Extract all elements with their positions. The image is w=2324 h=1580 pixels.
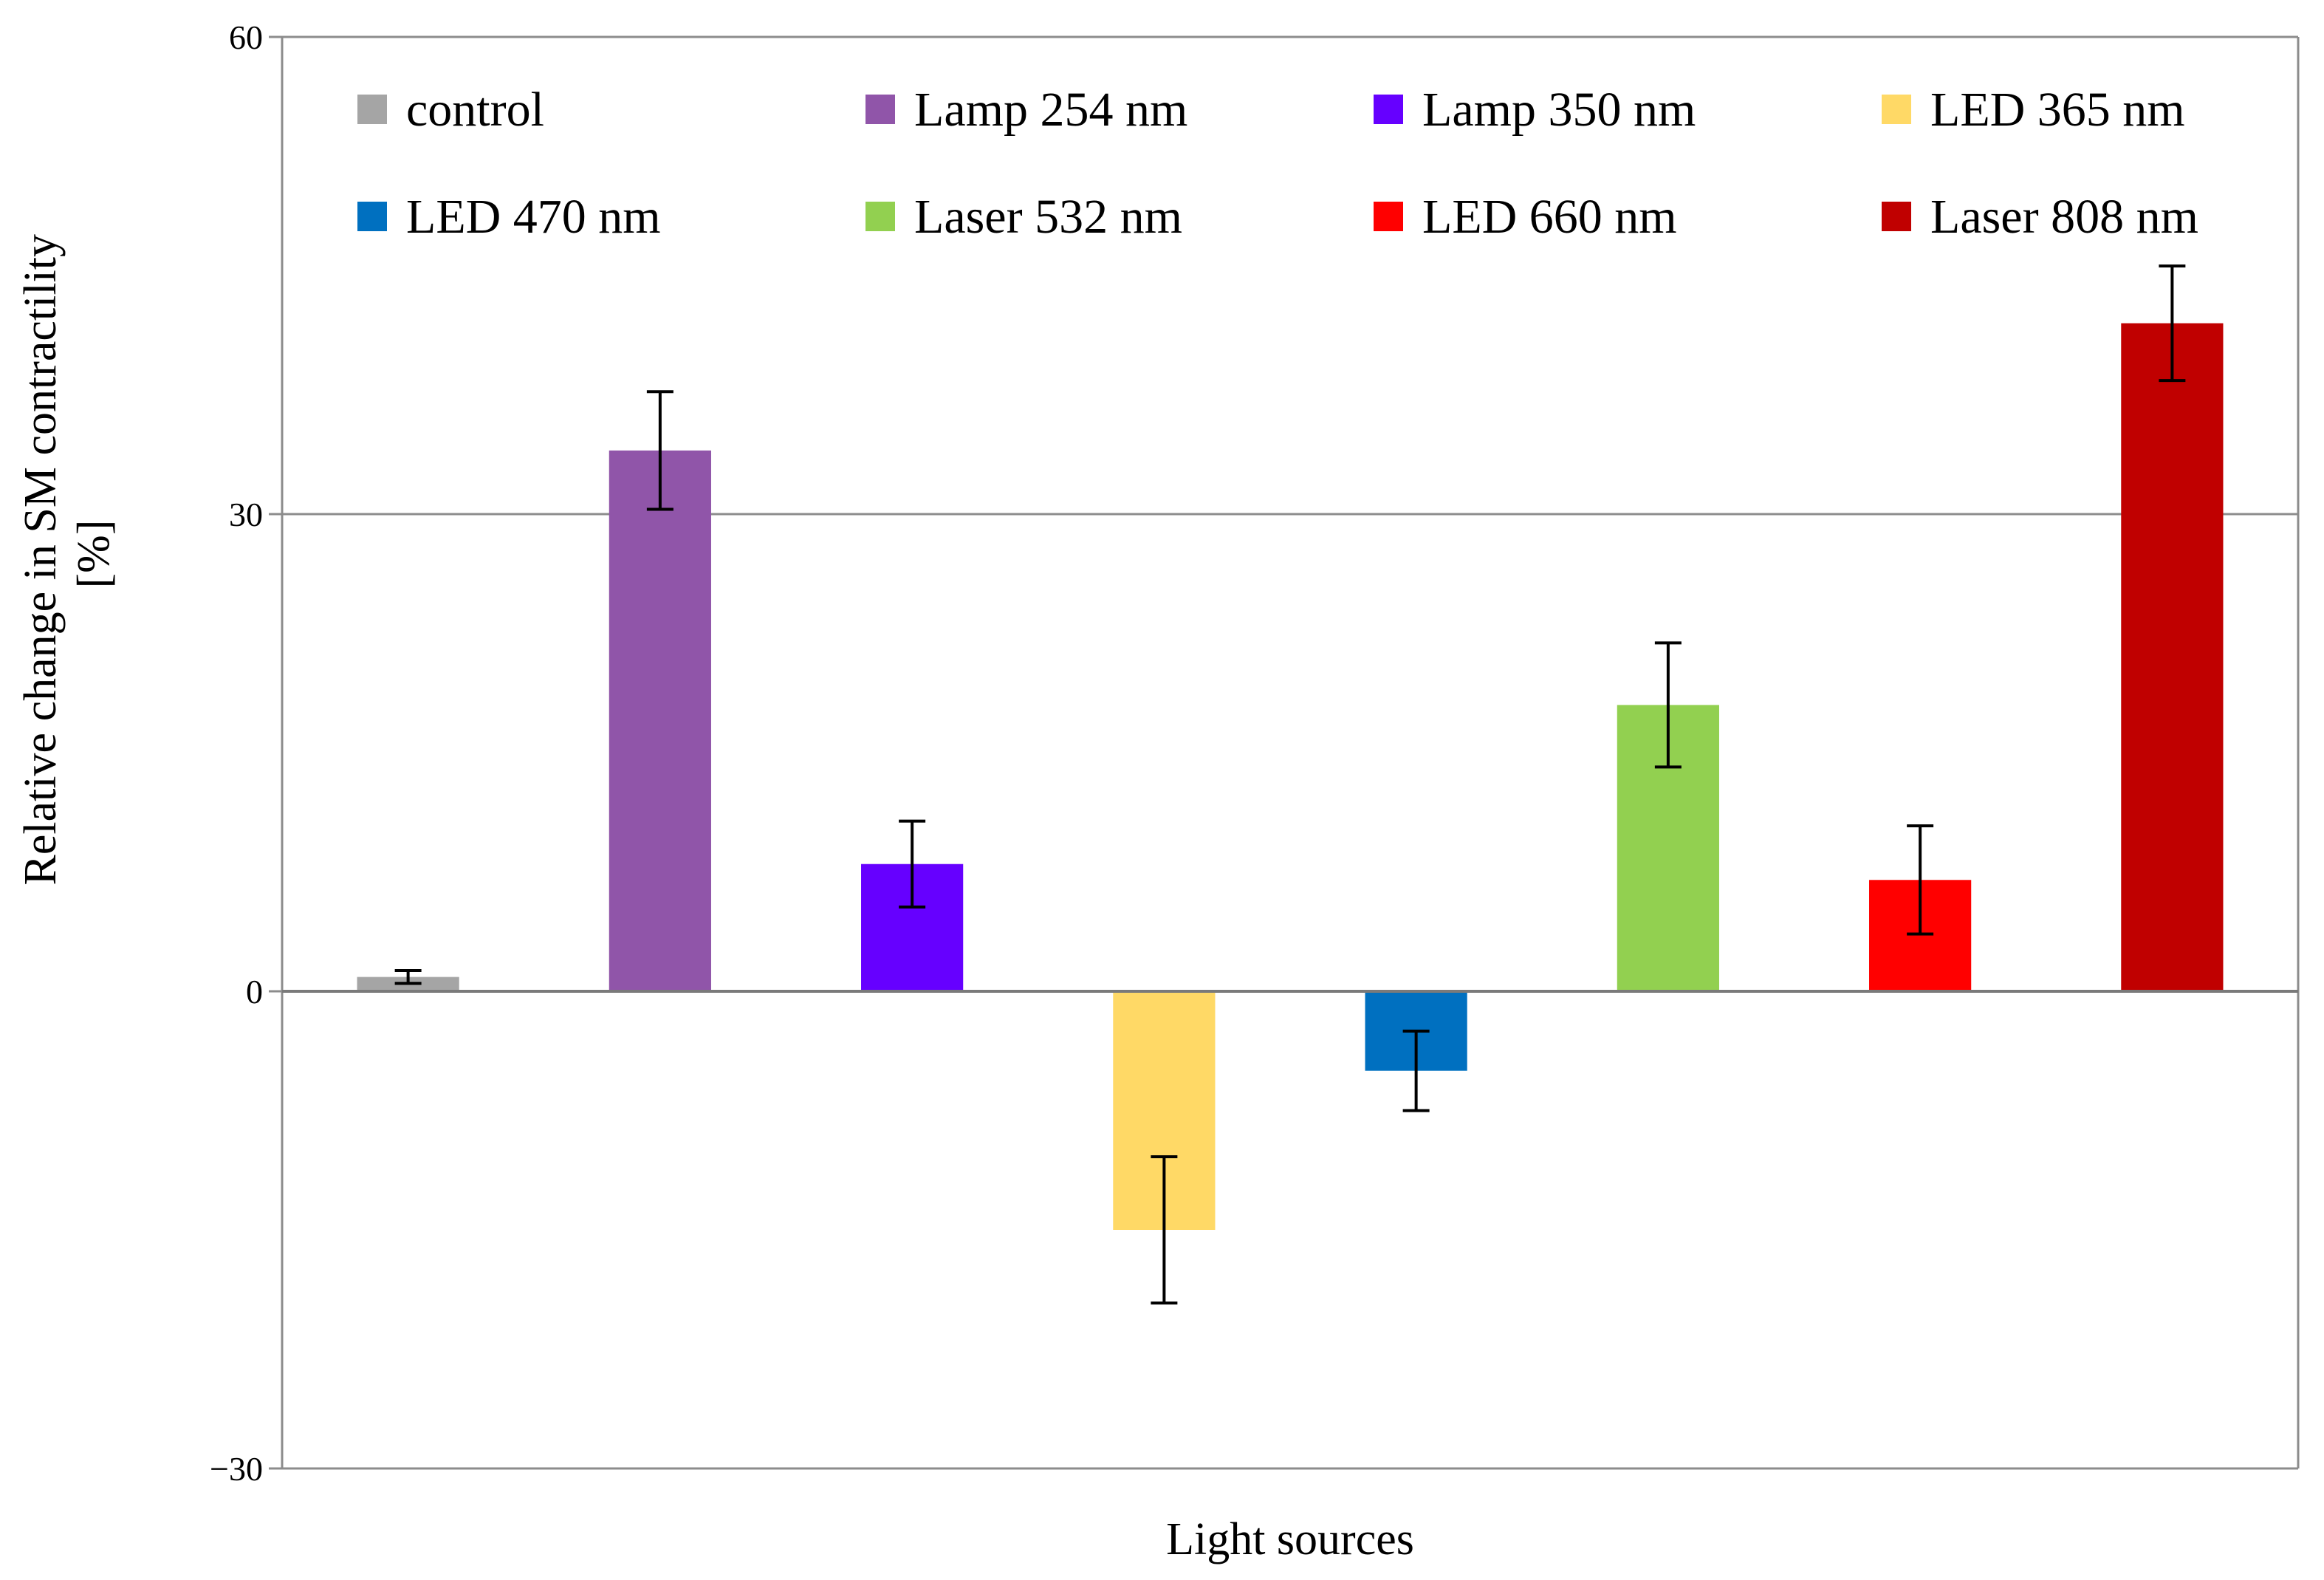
legend-label: Lamp 254 nm: [914, 83, 1187, 137]
error-bar-led-470-nm: [1402, 1029, 1430, 1112]
legend-item-lamp-350-nm: Lamp 350 nm: [1374, 83, 1696, 137]
y-tick-labels: 60 30 0 −30: [210, 18, 263, 1488]
y-axis-title: Relative change in SM contractility [%]: [16, 222, 119, 885]
legend-item-laser-808-nm: Laser 808 nm: [1882, 190, 2198, 244]
legend-label: LED 660 nm: [1422, 190, 1677, 244]
legend-item-laser-532-nm: Laser 532 nm: [865, 190, 1182, 244]
legend-swatch: [1882, 202, 1911, 231]
bar-lamp-254-nm: [609, 450, 711, 991]
legend-item-control: control: [357, 83, 544, 137]
legend-item-lamp-254-nm: Lamp 254 nm: [865, 83, 1187, 137]
grid-layer: [269, 35, 2298, 1470]
y-tick-label-0: 60: [229, 18, 263, 56]
bar-laser-808-nm: [2121, 323, 2224, 992]
legend-label: LED 365 nm: [1930, 83, 2185, 137]
error-bars-layer: [394, 264, 2186, 1305]
error-bar-lamp-350-nm: [899, 819, 926, 909]
error-bar-laser-808-nm: [2159, 264, 2186, 383]
x-axis-title: Light sources: [1166, 1514, 1414, 1564]
y-tick-label-2: 0: [246, 973, 263, 1010]
legend-swatch: [1374, 95, 1403, 124]
legend-swatch: [1882, 95, 1911, 124]
y-axis-title-line-2: [%]: [69, 520, 119, 589]
legend-swatch: [1374, 202, 1403, 231]
y-tick-label-1: 30: [229, 496, 263, 533]
legend-swatch: [865, 202, 895, 231]
error-bar-led-660-nm: [1907, 824, 1934, 936]
legend-label: Laser 532 nm: [914, 190, 1182, 244]
legend-item-led-660-nm: LED 660 nm: [1374, 190, 1677, 244]
error-bar-laser-532-nm: [1654, 641, 1682, 769]
bars-layer: [357, 323, 2224, 1230]
plot-frame: [281, 37, 2300, 1470]
legend-swatch: [357, 95, 387, 124]
y-tick-label-3: −30: [210, 1450, 263, 1488]
legend-swatch: [865, 95, 895, 124]
error-bar-lamp-254-nm: [646, 390, 673, 511]
error-bar-led-365-nm: [1151, 1155, 1178, 1305]
legend-label: Lamp 350 nm: [1422, 83, 1696, 137]
legend-item-led-365-nm: LED 365 nm: [1882, 83, 2185, 137]
legend-label: control: [406, 83, 544, 137]
legend: control Lamp 254 nm Lamp 350 nm LED 365 nm L…: [357, 83, 2198, 244]
error-bar-control: [394, 969, 422, 985]
legend-label: LED 470 nm: [406, 190, 661, 244]
legend-label: Laser 808 nm: [1930, 190, 2198, 244]
legend-swatch: [357, 202, 387, 231]
legend-item-led-470-nm: LED 470 nm: [357, 190, 661, 244]
y-axis-title-line-1: Relative change in SM contractility: [16, 234, 66, 886]
